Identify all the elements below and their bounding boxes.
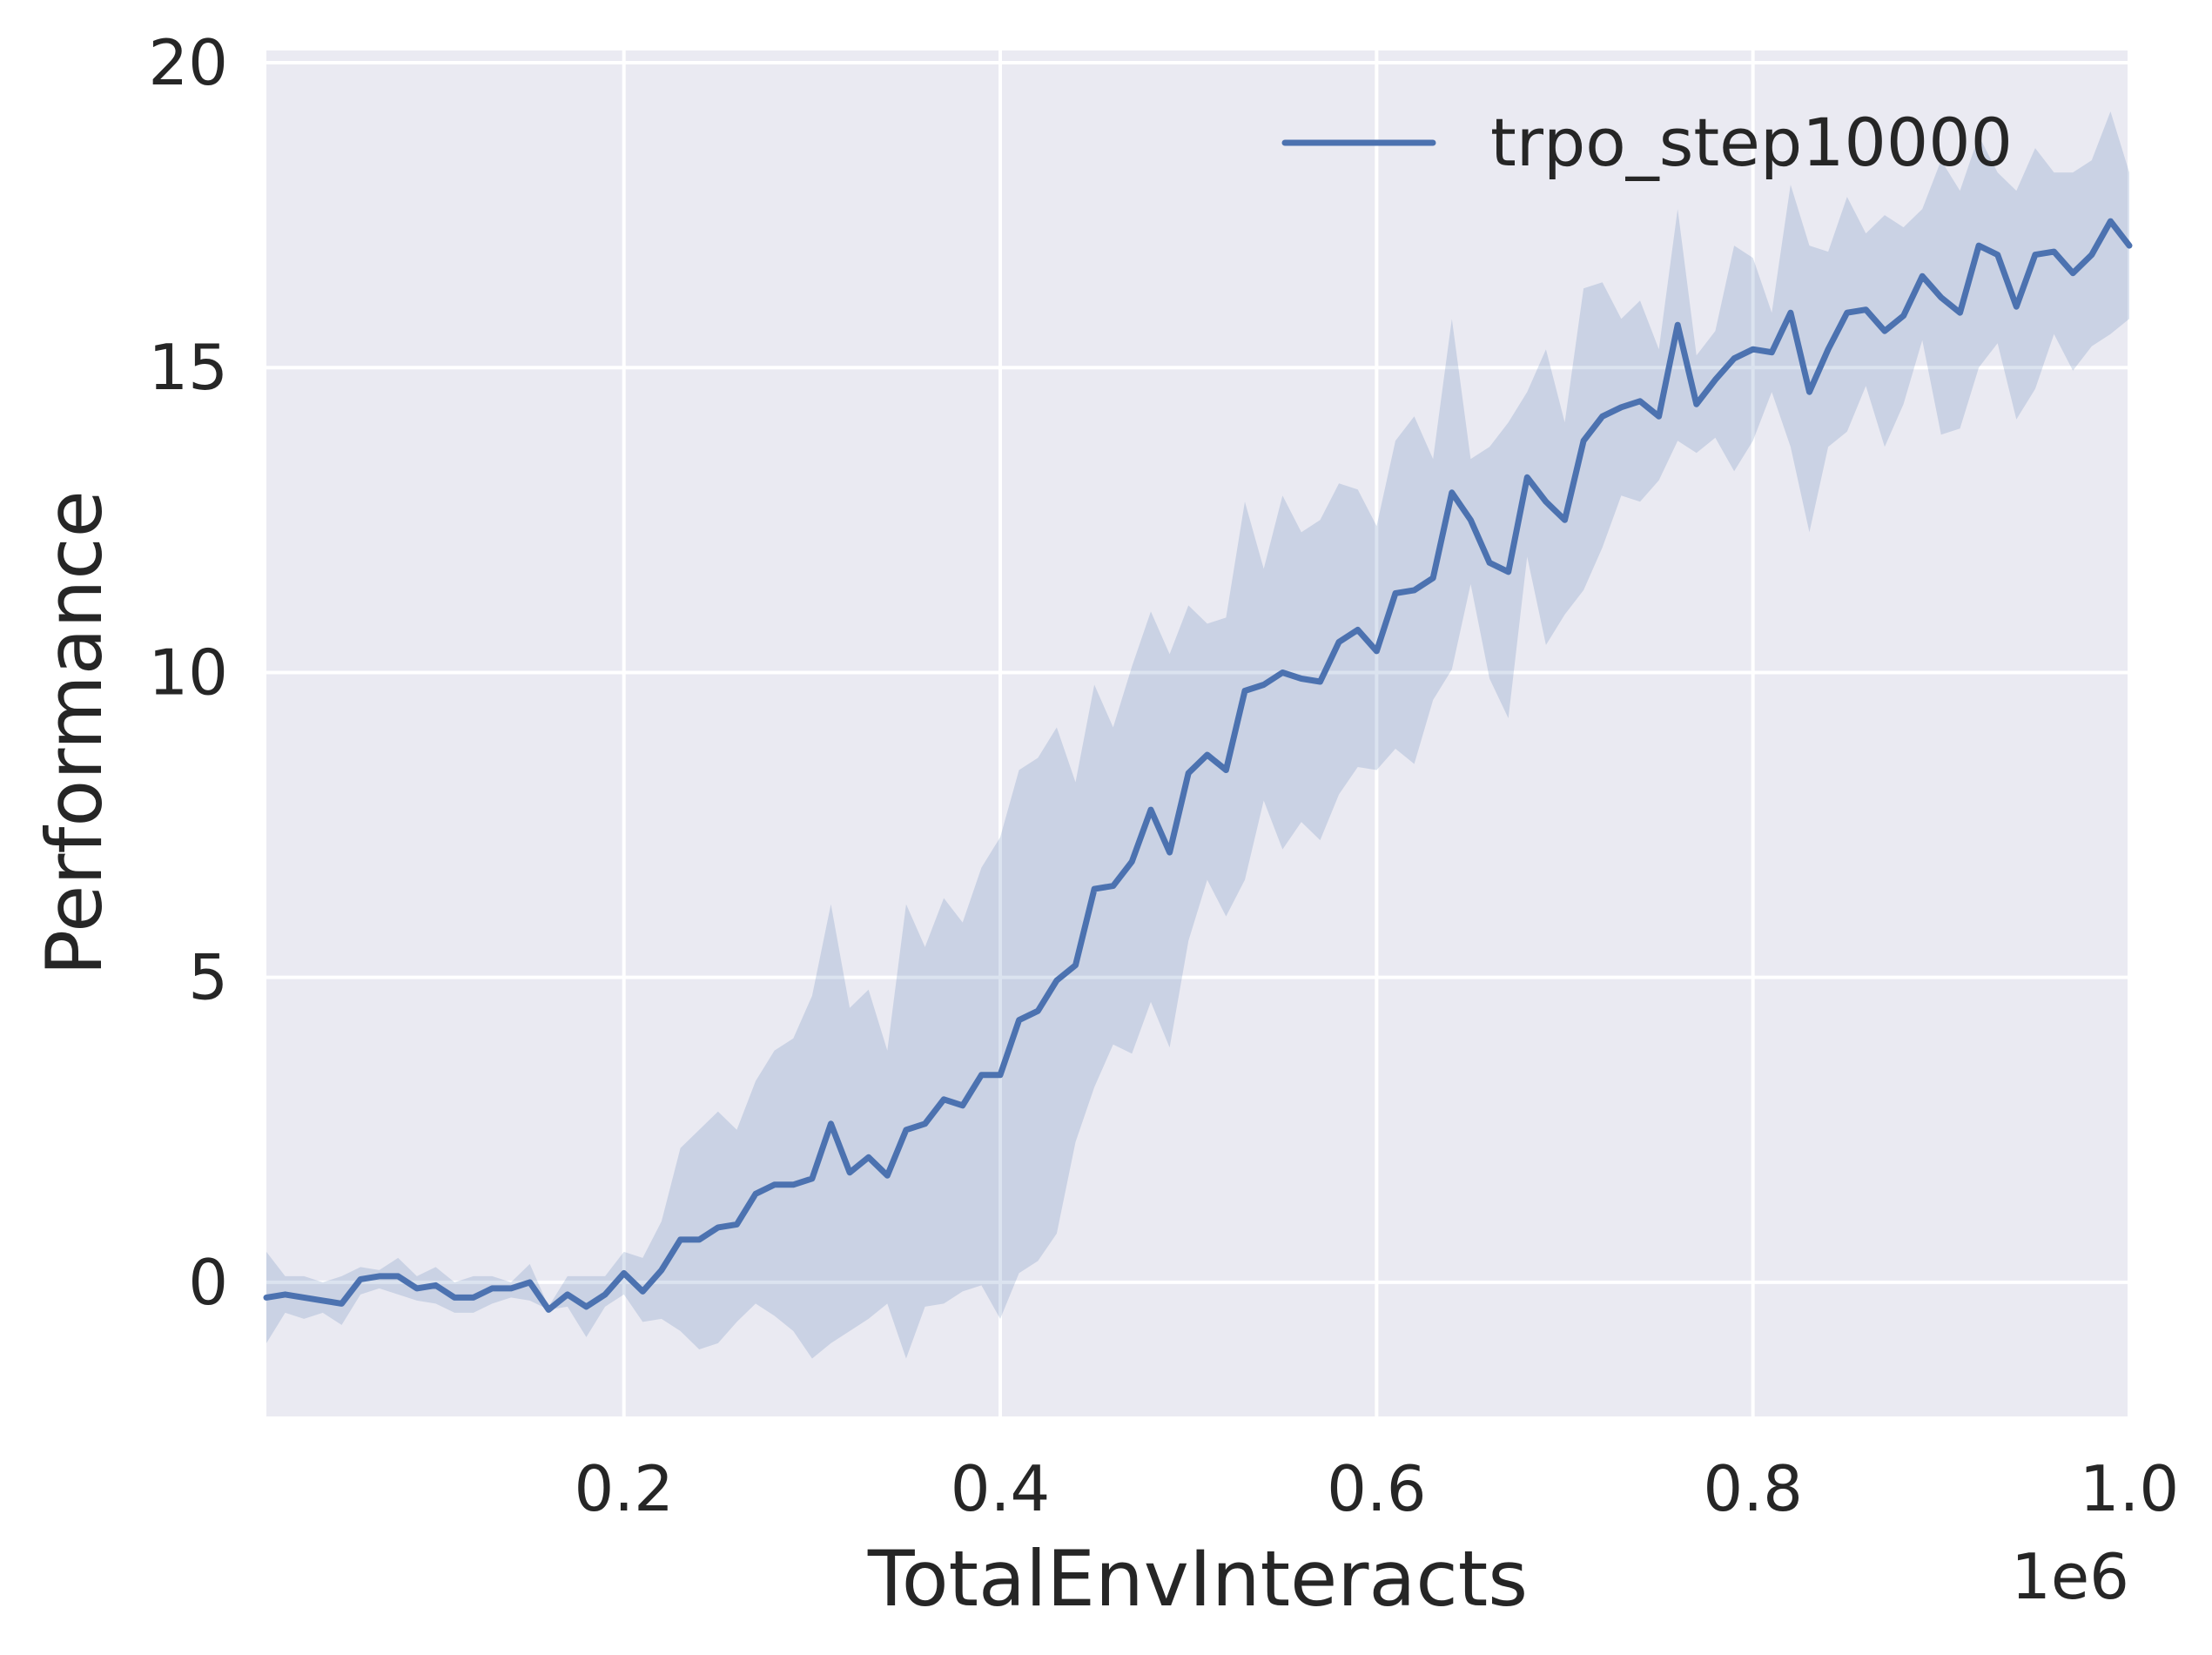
y-tick-label: 5 bbox=[188, 941, 228, 1014]
y-axis-title: Performance bbox=[30, 490, 119, 976]
y-tick-labels: 0 5 10 15 20 bbox=[148, 26, 228, 1319]
x-tick-label: 1.0 bbox=[2080, 1452, 2180, 1525]
x-tick-label: 0.6 bbox=[1327, 1452, 1427, 1525]
x-tick-label: 0.8 bbox=[1703, 1452, 1803, 1525]
x-axis-title: TotalEnvInteracts bbox=[867, 1534, 1528, 1624]
legend: trpo_step10000 bbox=[1281, 104, 2013, 181]
grid-lines bbox=[266, 50, 2131, 1416]
legend-label: trpo_step10000 bbox=[1490, 104, 2013, 181]
series-line-trpo_step10000 bbox=[263, 218, 2133, 1313]
x-tick-label: 0.4 bbox=[951, 1452, 1051, 1525]
x-axis-offset-label: 1e6 bbox=[2011, 1540, 2129, 1613]
y-tick-label: 10 bbox=[148, 636, 228, 709]
confidence-band bbox=[266, 111, 2129, 1359]
x-tick-labels: 0.2 0.4 0.6 0.8 1.0 bbox=[574, 1452, 2179, 1525]
plot-area-background bbox=[266, 50, 2129, 1416]
x-tick-label: 0.2 bbox=[574, 1452, 674, 1525]
y-tick-label: 20 bbox=[148, 26, 228, 99]
y-tick-label: 15 bbox=[148, 331, 228, 404]
y-tick-label: 0 bbox=[188, 1246, 228, 1319]
